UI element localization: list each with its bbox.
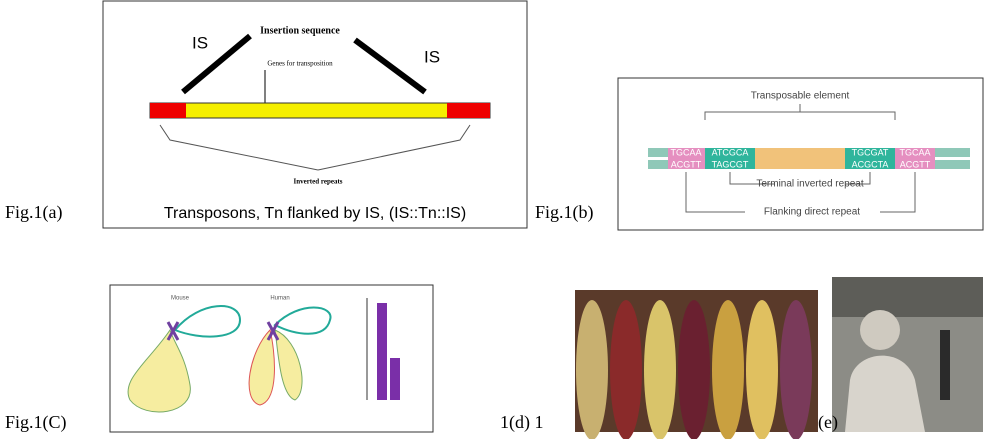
label: Flanking direct repeat [764,207,860,218]
figure-label: 1(d) 1 [500,412,544,433]
is-end [150,103,186,118]
corn-ear [712,300,744,439]
label: Transposable element [751,91,850,102]
bar-illustration [377,303,387,400]
transposon-bar [150,103,490,118]
label: Genes for transposition [267,60,333,68]
sequence: TGCGAT [852,147,889,157]
figure-label: Fig.1(C) [5,412,67,433]
figure: Insertion sequence IS IS Genes for trans… [0,0,986,439]
photo-background [832,277,983,317]
label: Terminal inverted repeat [756,179,863,190]
sequence: ACGTT [900,159,931,169]
corn-ear [678,300,710,439]
label: IS [424,47,440,66]
label: Insertion sequence [260,25,340,36]
corn-ear [780,300,812,439]
figure-label: Fig.1(a) [5,202,63,223]
corn-ear [610,300,642,439]
microscope [940,330,950,400]
caption: Transposons, Tn flanked by IS, (IS::Tn::… [164,205,466,222]
element-body [755,148,845,169]
corn-ear [576,300,608,439]
figure-label: Fig.1(b) [535,202,594,223]
sequence: ATCGCA [712,147,749,157]
label: Mouse [171,296,190,302]
sequence: TGCAA [899,147,930,157]
label: Inverted repeats [293,178,342,186]
label: IS [192,33,208,52]
corn-ear [644,300,676,439]
label: Human [270,296,289,302]
figure-label: (e) [818,412,838,433]
bar-illustration [390,358,400,400]
sequence: ACGCTA [852,159,889,169]
photo-figure [860,310,900,350]
sequence: TAGCGT [712,159,749,169]
corn-ear [746,300,778,439]
is-end [447,103,490,118]
sequence: ACGTT [671,159,702,169]
sequence: TGCAA [670,147,701,157]
